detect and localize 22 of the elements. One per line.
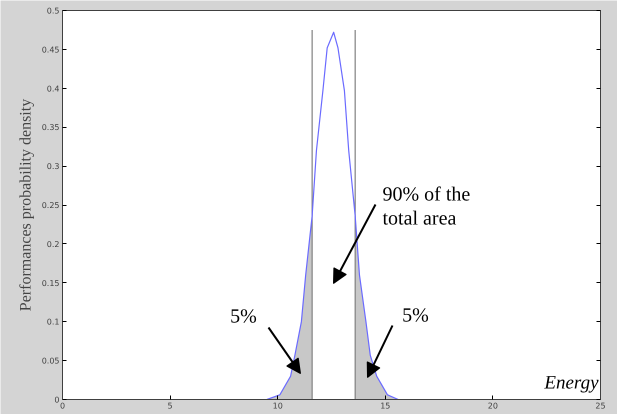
annotation: 5% <box>230 306 257 328</box>
y-tick-label: 0.5 <box>46 6 60 16</box>
y-tick-label: 0.05 <box>42 356 60 366</box>
x-tick-label: 20 <box>488 402 498 410</box>
y-tick-label: 0.15 <box>42 278 60 288</box>
x-axis-title: Energy <box>543 372 600 394</box>
x-tick-label: 5 <box>168 402 173 410</box>
y-tick-label: 0.1 <box>46 318 60 327</box>
y-axis-title: Performances probability density <box>18 98 35 312</box>
y-tick-label: 0.45 <box>42 45 60 54</box>
annotation: 5% <box>402 304 429 326</box>
x-tick-label: 10 <box>272 402 283 410</box>
x-tick-label: 0 <box>60 402 66 410</box>
annotation: 90% of the total area <box>382 183 470 230</box>
y-tick-label: 0 <box>54 396 60 404</box>
y-tick-label: 0.35 <box>42 123 60 132</box>
x-tick-label: 15 <box>380 402 390 410</box>
y-tick-label: 0.3 <box>46 162 60 172</box>
x-tick-label: 25 <box>595 402 606 410</box>
y-tick-label: 0.4 <box>46 84 60 94</box>
y-tick-label: 0.25 <box>42 201 60 210</box>
y-tick-label: 0.2 <box>46 240 60 249</box>
